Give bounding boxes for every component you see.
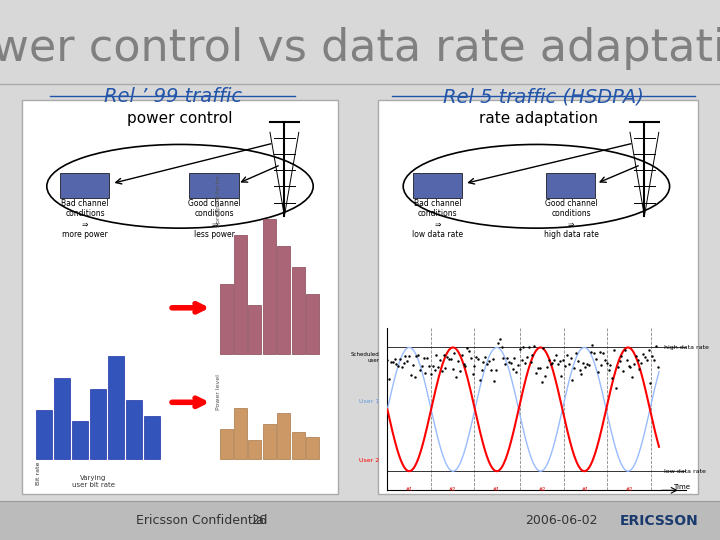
Text: low data rate: low data rate xyxy=(665,469,706,474)
FancyBboxPatch shape xyxy=(60,173,109,198)
FancyBboxPatch shape xyxy=(189,173,239,198)
Bar xyxy=(108,356,124,459)
Text: Bad channel
conditions
⇒
more power: Bad channel conditions ⇒ more power xyxy=(61,199,109,239)
Bar xyxy=(277,246,290,354)
Text: Bit rate: Bit rate xyxy=(36,462,41,485)
Text: Spreading factor: Spreading factor xyxy=(216,174,220,227)
FancyBboxPatch shape xyxy=(378,100,698,494)
Text: User 1: User 1 xyxy=(359,400,379,404)
Bar xyxy=(306,294,319,354)
Bar xyxy=(36,410,52,459)
Bar xyxy=(306,437,319,459)
Bar xyxy=(220,429,233,459)
Text: Varying
user bit rate: Varying user bit rate xyxy=(72,475,115,488)
Text: ERICSSON: ERICSSON xyxy=(619,514,698,528)
Text: Power level: Power level xyxy=(216,375,220,410)
Text: Bad channel
conditions
⇒
low data rate: Bad channel conditions ⇒ low data rate xyxy=(412,199,464,239)
Bar xyxy=(292,432,305,459)
Text: 2006-06-02: 2006-06-02 xyxy=(526,514,598,527)
Text: #2: #2 xyxy=(449,488,456,492)
FancyBboxPatch shape xyxy=(546,173,595,198)
Bar xyxy=(263,424,276,459)
Bar xyxy=(234,235,247,354)
Text: #2: #2 xyxy=(539,488,546,492)
Text: Time: Time xyxy=(672,484,690,490)
Text: power control: power control xyxy=(127,111,233,126)
Text: Good channel
conditions
⇒
high data rate: Good channel conditions ⇒ high data rate xyxy=(544,199,598,239)
FancyBboxPatch shape xyxy=(413,173,462,198)
Text: high data rate: high data rate xyxy=(665,345,709,350)
Bar xyxy=(126,400,142,459)
Bar xyxy=(0,501,720,540)
Bar xyxy=(54,378,70,459)
Bar xyxy=(263,219,276,354)
Bar xyxy=(144,416,160,459)
Text: rate adaptation: rate adaptation xyxy=(479,111,598,126)
Text: Ericsson Confidential: Ericsson Confidential xyxy=(136,514,267,527)
Text: #1: #1 xyxy=(405,488,413,492)
Bar xyxy=(292,267,305,354)
Bar xyxy=(220,284,233,354)
Bar xyxy=(248,305,261,354)
Text: Scheduled
user: Scheduled user xyxy=(351,353,379,363)
Text: Rel 5 traffic (HSDPA): Rel 5 traffic (HSDPA) xyxy=(444,87,644,106)
Text: Power control vs data rate adaptation: Power control vs data rate adaptation xyxy=(0,27,720,70)
Text: #2: #2 xyxy=(626,488,633,492)
Bar xyxy=(234,408,247,459)
Bar xyxy=(72,421,88,459)
FancyBboxPatch shape xyxy=(22,100,338,494)
Text: #1: #1 xyxy=(492,488,500,492)
Bar xyxy=(248,440,261,459)
Bar xyxy=(277,413,290,459)
Text: Rel ’ 99 traffic: Rel ’ 99 traffic xyxy=(104,87,242,106)
Text: Good channel
conditions
⇒
less power: Good channel conditions ⇒ less power xyxy=(188,199,241,239)
Bar xyxy=(90,389,106,459)
Text: User 2: User 2 xyxy=(359,458,379,463)
Text: 26: 26 xyxy=(251,514,267,527)
Text: #1: #1 xyxy=(582,488,589,492)
